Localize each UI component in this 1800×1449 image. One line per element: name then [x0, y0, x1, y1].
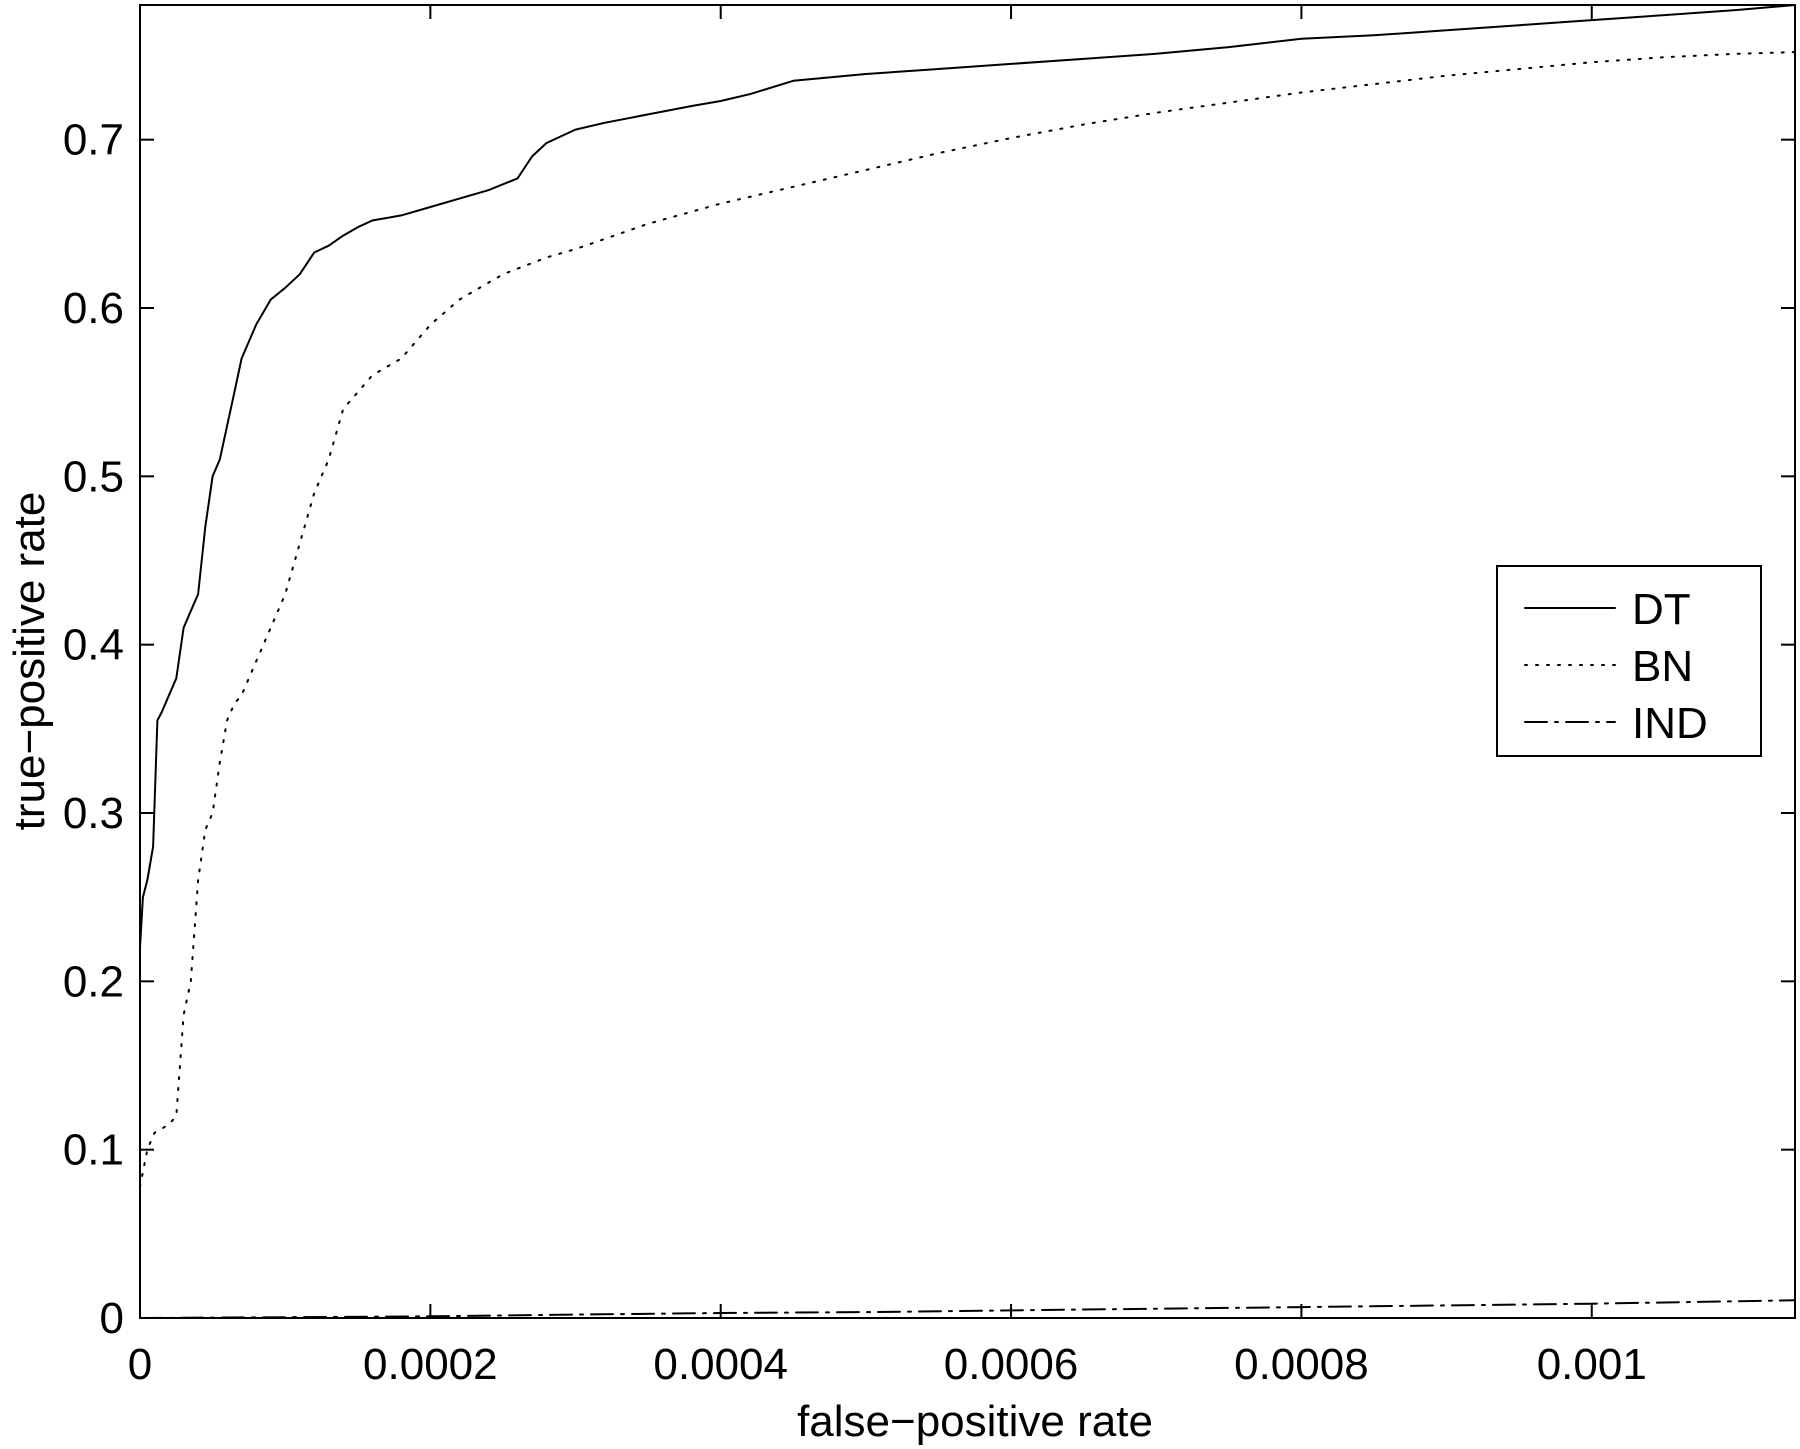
y-tick-label: 0.2 — [63, 957, 124, 1006]
x-axis-label: false−positive rate — [797, 1397, 1153, 1446]
y-axis-label: true−positive rate — [5, 492, 54, 831]
y-tick-label: 0.6 — [63, 284, 124, 333]
ticks-layer: 0 0.0002 0.0004 0.0006 0.0008 0.001 0 0.1 0.2 0.3… — [63, 5, 1795, 1389]
series-line-bn — [139, 51, 1796, 1188]
x-tick-label: 0.0002 — [363, 1340, 498, 1389]
y-tick-label: 0.3 — [63, 789, 124, 838]
plot-frame — [139, 4, 1796, 1319]
legend-label-bn: BN — [1632, 642, 1693, 691]
y-tick-label: 0.4 — [63, 621, 124, 670]
series-line-dt — [139, 4, 1796, 949]
y-tick-label: 0.5 — [63, 452, 124, 501]
x-tick-label: 0.0004 — [653, 1340, 788, 1389]
legend-label-ind: IND — [1632, 699, 1708, 748]
y-tick-label: 0.7 — [63, 116, 124, 165]
series-layer — [139, 4, 1796, 1319]
x-tick-label: 0.001 — [1537, 1340, 1647, 1389]
series-line-ind — [139, 1299, 1796, 1319]
x-tick-label: 0.0006 — [944, 1340, 1079, 1389]
y-tick-label: 0 — [100, 1294, 124, 1343]
legend-label-dt: DT — [1632, 585, 1691, 634]
y-tick-label: 0.1 — [63, 1126, 124, 1175]
legend-box — [1496, 565, 1762, 757]
x-tick-label: 0.0008 — [1234, 1340, 1369, 1389]
x-tick-label: 0 — [128, 1340, 152, 1389]
legend: DT BN IND — [1496, 565, 1762, 757]
